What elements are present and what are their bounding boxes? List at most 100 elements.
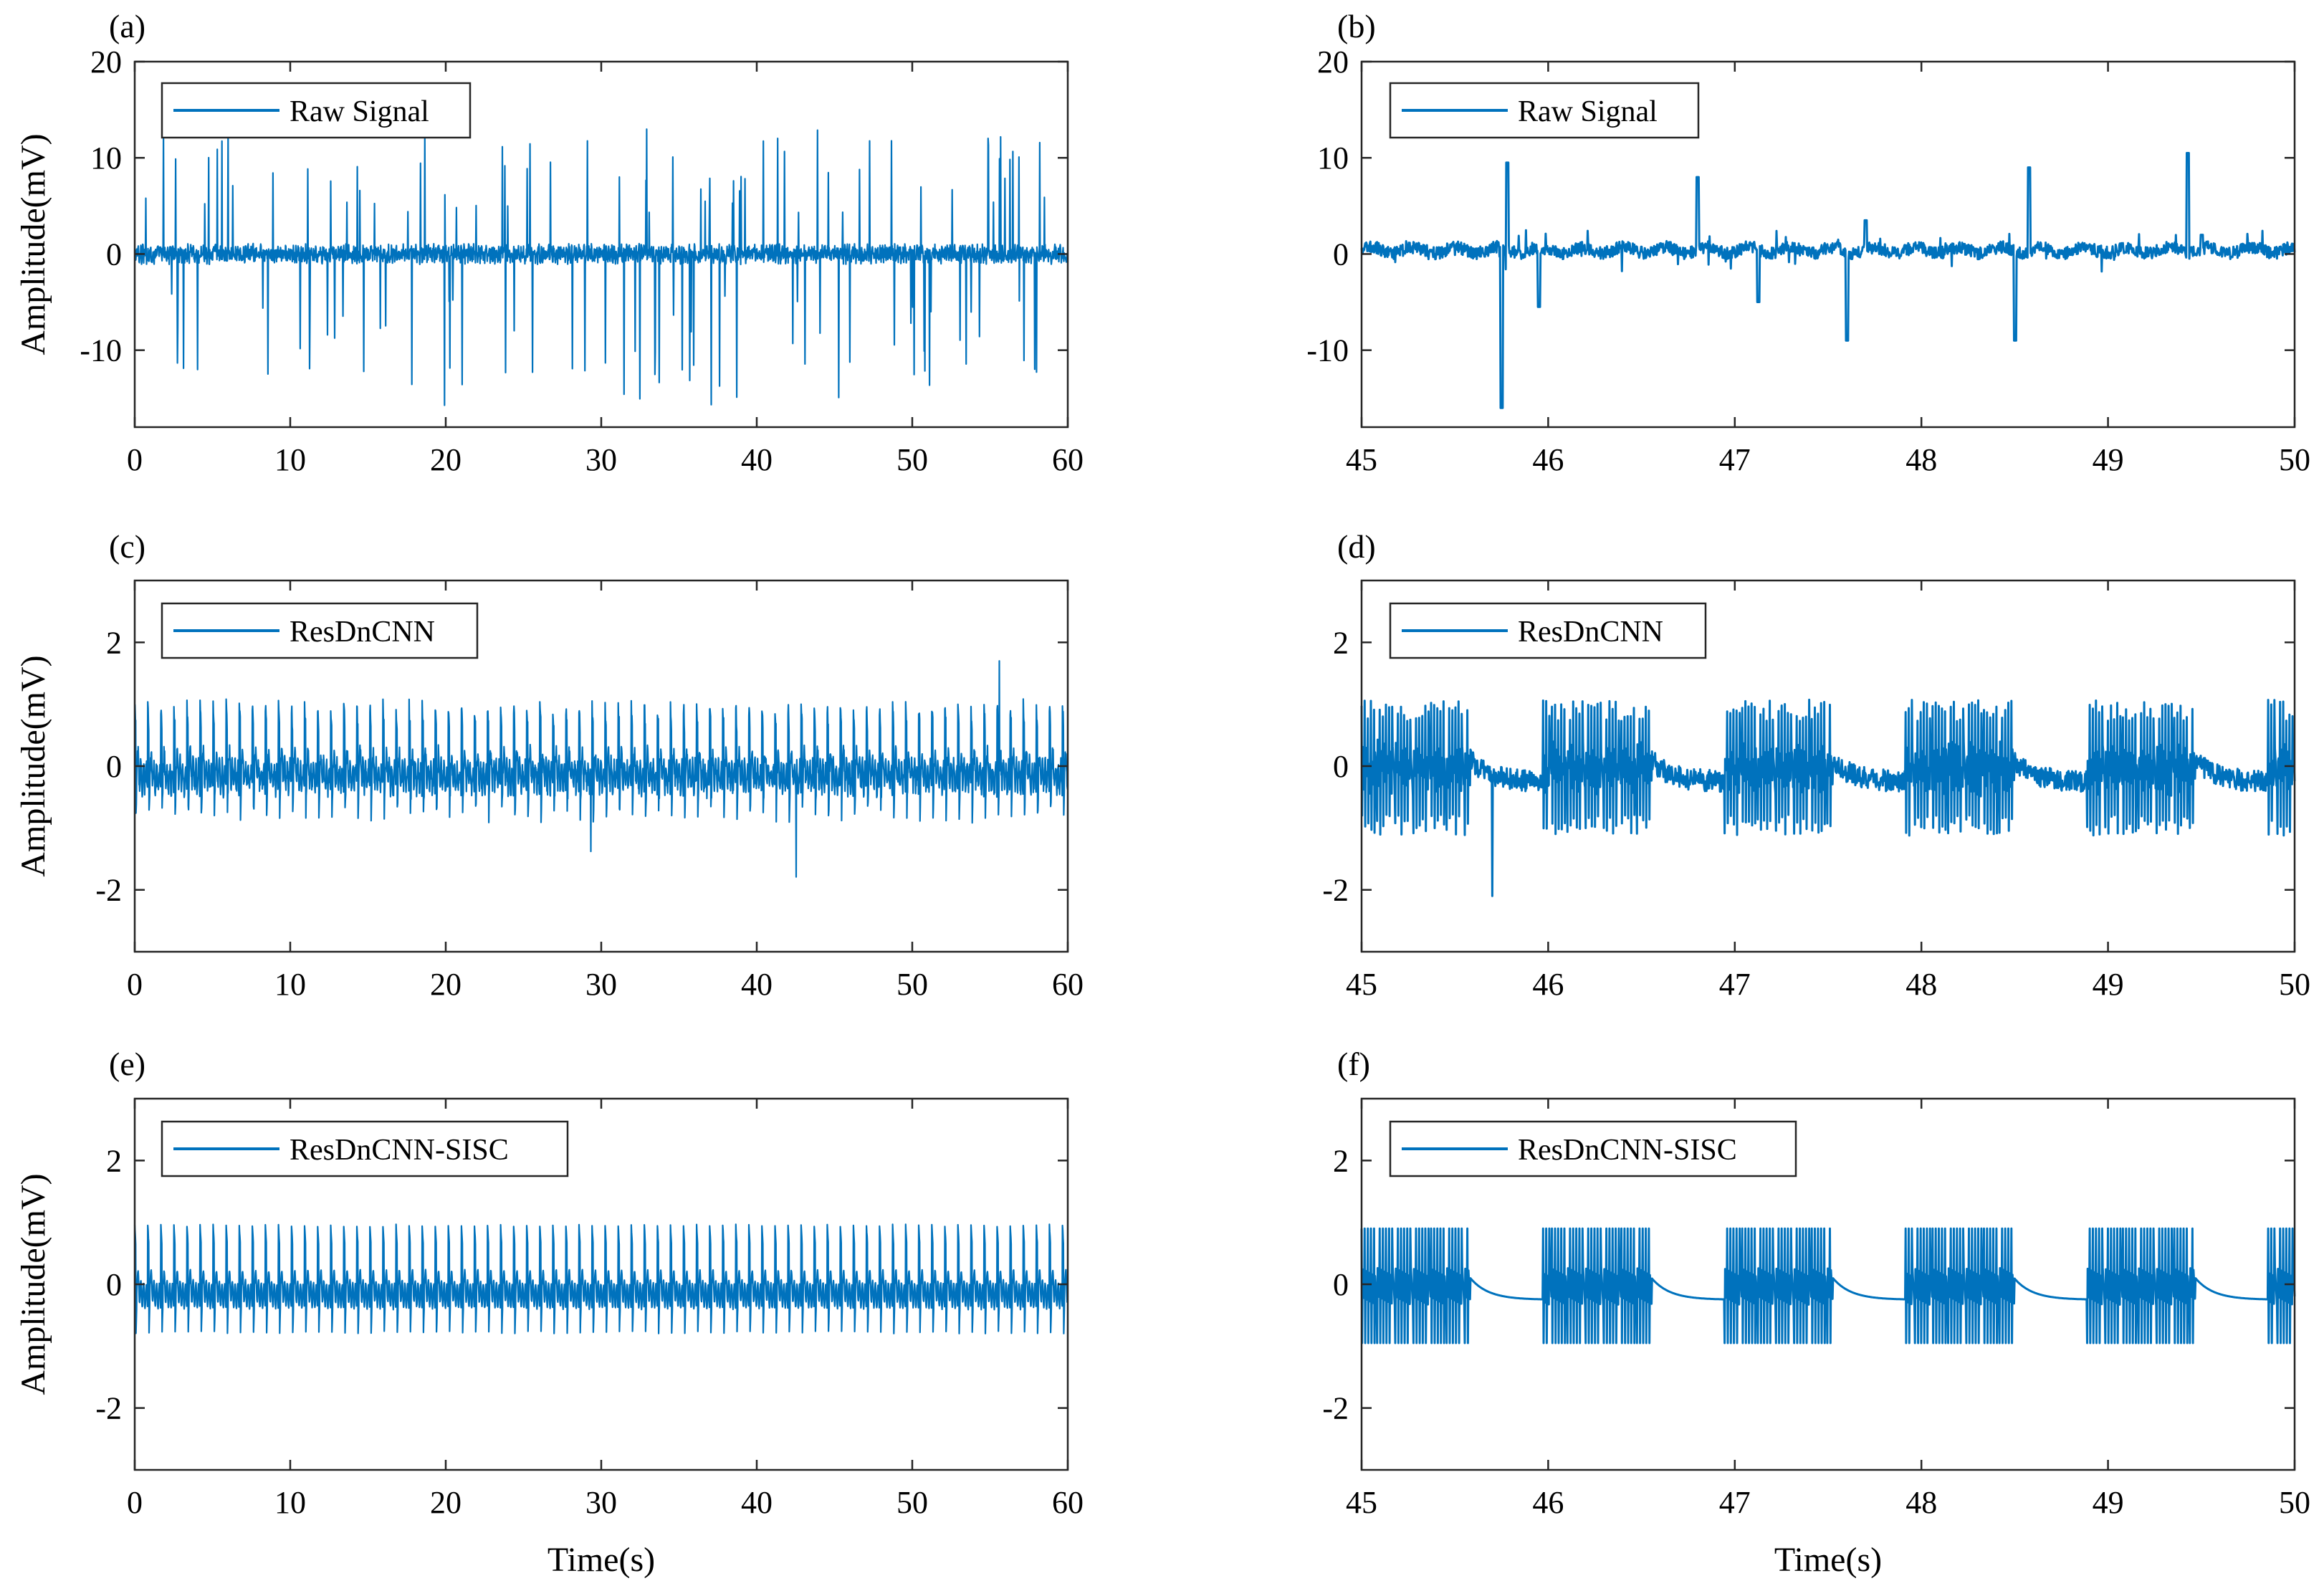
panel-tag-f: (f) (1337, 1046, 1370, 1082)
x-tick-label-e-2: 20 (430, 1485, 462, 1520)
x-axis-label-e: Time(s) (547, 1541, 655, 1579)
axes-box-d (1360, 579, 2296, 953)
legend-label-b: Raw Signal (1518, 95, 1658, 128)
x-tick-label-c-4: 40 (741, 967, 773, 1002)
trace-f (1360, 1227, 2296, 1344)
axes-b: 45 46 47 48 49 50 -10 0 10 20 (1306, 44, 2310, 477)
legend-b: Raw Signal (1389, 82, 1700, 139)
y-axis-label-a: Amplitude(mV) (14, 133, 52, 355)
axes-e: 0 10 20 30 40 50 60 -2 0 2 (95, 1099, 1084, 1520)
y-tick-label-e-2: 2 (106, 1143, 122, 1178)
x-tick-label-a-1: 10 (274, 442, 306, 477)
legend-label-c: ResDnCNN (290, 616, 435, 649)
y-tick-label-d-2: 2 (1333, 625, 1349, 660)
x-tick-label-b-2: 47 (1719, 442, 1751, 477)
y-tick-label-d-1: 0 (1333, 749, 1349, 784)
legend-label-d: ResDnCNN (1518, 616, 1663, 649)
y-tick-label-a-3: 20 (90, 44, 122, 80)
legend-e: ResDnCNN-SISC (161, 1120, 569, 1177)
axes-d: 45 46 47 48 49 50 -2 0 2 (1322, 580, 2310, 1002)
x-tick-label-a-6: 60 (1052, 442, 1084, 477)
axes-box-c (133, 579, 1069, 953)
y-tick-label-d-0: -2 (1322, 873, 1349, 908)
panel-tag-b: (b) (1337, 8, 1376, 44)
legend-c: ResDnCNN (161, 602, 479, 659)
x-tick-label-d-2: 47 (1719, 967, 1751, 1002)
x-tick-label-f-1: 46 (1532, 1485, 1564, 1520)
y-tick-label-b-3: 20 (1317, 44, 1349, 80)
axes-a: 0 10 20 30 40 50 60 -10 0 10 20 (80, 44, 1084, 477)
x-tick-label-c-3: 30 (585, 967, 617, 1002)
y-tick-label-f-1: 0 (1333, 1267, 1349, 1302)
x-tick-label-d-3: 48 (1905, 967, 1937, 1002)
legend-label-a: Raw Signal (290, 95, 429, 128)
x-tick-label-f-5: 50 (2279, 1485, 2310, 1520)
series-line-d (1360, 698, 2296, 897)
x-tick-label-a-3: 30 (585, 442, 617, 477)
x-tick-label-b-3: 48 (1905, 442, 1937, 477)
panel-a: 0 10 20 30 40 50 60 -10 0 10 20 Raw Signal (a) Amp… (14, 8, 1084, 477)
y-axis-label-e: Amplitude(mV) (14, 1173, 52, 1395)
x-tick-label-a-0: 0 (127, 442, 143, 477)
y-tick-label-e-0: -2 (95, 1391, 122, 1426)
y-tick-label-a-1: 0 (106, 236, 122, 272)
x-tick-label-a-5: 50 (896, 442, 928, 477)
y-tick-label-b-1: 0 (1333, 236, 1349, 272)
x-tick-label-f-0: 45 (1346, 1485, 1377, 1520)
series-line-f (1360, 1227, 2296, 1344)
x-tick-label-b-0: 45 (1346, 442, 1377, 477)
legend-label-f: ResDnCNN-SISC (1518, 1134, 1737, 1167)
series-line-c (133, 660, 1069, 878)
axes-box-b (1360, 60, 2296, 429)
y-tick-label-e-1: 0 (106, 1267, 122, 1302)
y-tick-label-f-0: -2 (1322, 1391, 1349, 1426)
x-tick-label-e-1: 10 (274, 1485, 306, 1520)
x-tick-label-d-0: 45 (1346, 967, 1377, 1002)
x-tick-label-f-3: 48 (1905, 1485, 1937, 1520)
axes-box-a (133, 60, 1069, 429)
legend-a: Raw Signal (161, 82, 472, 139)
x-tick-label-e-4: 40 (741, 1485, 773, 1520)
x-tick-label-c-6: 60 (1052, 967, 1084, 1002)
y-tick-label-a-0: -10 (80, 333, 122, 368)
y-axis-label-c: Amplitude(mV) (14, 655, 52, 876)
legend-d: ResDnCNN (1389, 602, 1707, 659)
y-tick-label-c-2: 2 (106, 625, 122, 660)
series-line-e (133, 1223, 1069, 1334)
x-tick-label-e-5: 50 (896, 1485, 928, 1520)
x-tick-label-c-1: 10 (274, 967, 306, 1002)
trace-c (133, 660, 1069, 878)
x-tick-label-b-1: 46 (1532, 442, 1564, 477)
y-tick-label-b-0: -10 (1306, 333, 1349, 368)
axes-f: 45 46 47 48 49 50 -2 0 2 (1322, 1099, 2310, 1520)
legend-f: ResDnCNN-SISC (1389, 1120, 1797, 1177)
x-axis-label-f: Time(s) (1774, 1541, 1882, 1579)
trace-a (133, 128, 1069, 406)
y-tick-label-b-2: 10 (1317, 140, 1349, 176)
x-tick-label-a-4: 40 (741, 442, 773, 477)
panel-tag-c: (c) (109, 528, 145, 565)
series-line-b (1360, 152, 2296, 409)
panel-d: 45 46 47 48 49 50 -2 0 2 ResDnCNN (d) (1322, 528, 2310, 1002)
trace-d (1360, 698, 2296, 897)
legend-label-e: ResDnCNN-SISC (290, 1134, 509, 1167)
axes-box-e (133, 1097, 1069, 1471)
x-tick-label-e-6: 60 (1052, 1485, 1084, 1520)
x-tick-label-e-3: 30 (585, 1485, 617, 1520)
panel-c: 0 10 20 30 40 50 60 -2 0 2 ResDnCNN (c) Amplitude… (14, 528, 1084, 1002)
x-tick-label-f-2: 47 (1719, 1485, 1751, 1520)
x-tick-label-f-4: 49 (2093, 1485, 2124, 1520)
x-tick-label-d-4: 49 (2093, 967, 2124, 1002)
y-tick-label-a-2: 10 (90, 140, 122, 176)
x-tick-label-c-0: 0 (127, 967, 143, 1002)
x-tick-label-c-2: 20 (430, 967, 462, 1002)
x-tick-label-a-2: 20 (430, 442, 462, 477)
trace-b (1360, 152, 2296, 409)
x-tick-label-c-5: 50 (896, 967, 928, 1002)
y-tick-label-f-2: 2 (1333, 1143, 1349, 1178)
x-tick-label-e-0: 0 (127, 1485, 143, 1520)
x-tick-label-b-5: 50 (2279, 442, 2310, 477)
y-tick-label-c-1: 0 (106, 749, 122, 784)
panel-b: 45 46 47 48 49 50 -10 0 10 20 Raw Signal (b) (1306, 8, 2310, 477)
